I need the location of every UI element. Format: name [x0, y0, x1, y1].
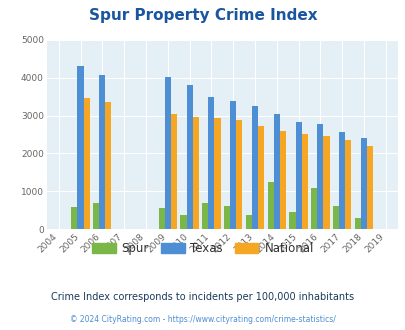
Text: Crime Index corresponds to incidents per 100,000 inhabitants: Crime Index corresponds to incidents per… — [51, 292, 354, 302]
Bar — [289, 212, 295, 229]
Text: Spur Property Crime Index: Spur Property Crime Index — [88, 8, 317, 23]
Bar — [317, 124, 323, 229]
Bar — [214, 118, 220, 229]
Bar — [258, 126, 264, 229]
Bar — [180, 215, 186, 229]
Bar — [192, 117, 198, 229]
Text: © 2024 CityRating.com - https://www.cityrating.com/crime-statistics/: © 2024 CityRating.com - https://www.city… — [70, 315, 335, 324]
Bar — [236, 120, 242, 229]
Bar — [208, 97, 214, 229]
Bar — [158, 208, 164, 229]
Bar — [279, 131, 285, 229]
Bar — [99, 75, 105, 229]
Bar — [267, 182, 273, 229]
Bar — [332, 206, 338, 229]
Bar — [345, 140, 351, 229]
Bar — [71, 207, 77, 229]
Bar — [360, 138, 366, 229]
Bar — [273, 114, 279, 229]
Legend: Spur, Texas, National: Spur, Texas, National — [87, 237, 318, 260]
Bar — [366, 146, 372, 229]
Bar — [354, 218, 360, 229]
Bar — [338, 132, 345, 229]
Bar — [77, 66, 83, 229]
Bar — [105, 102, 111, 229]
Bar — [295, 122, 301, 229]
Bar — [311, 187, 317, 229]
Bar — [202, 203, 208, 229]
Bar — [224, 206, 230, 229]
Bar — [245, 215, 252, 229]
Bar — [186, 85, 192, 229]
Bar — [164, 77, 171, 229]
Bar — [230, 101, 236, 229]
Bar — [83, 98, 90, 229]
Bar — [171, 114, 177, 229]
Bar — [323, 136, 329, 229]
Bar — [93, 203, 99, 229]
Bar — [252, 106, 258, 229]
Bar — [301, 135, 307, 229]
